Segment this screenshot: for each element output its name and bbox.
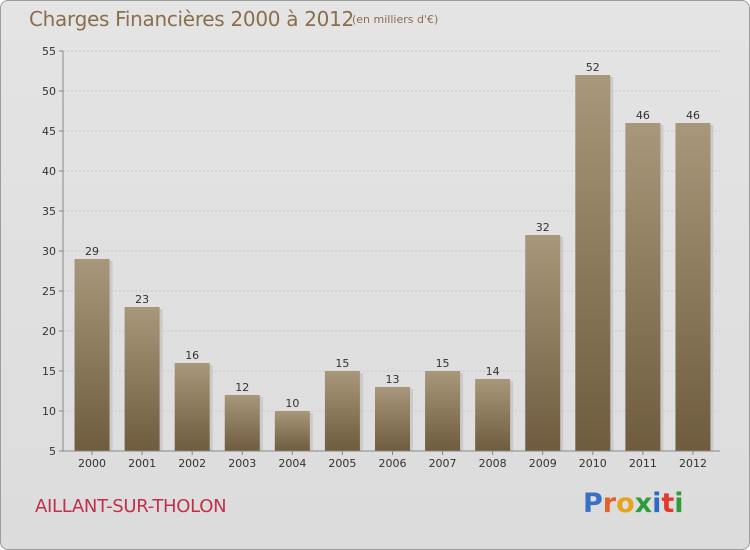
x-tick-label: 2007 [429, 457, 457, 470]
x-tick-label: 2004 [278, 457, 306, 470]
y-tick-label: 55 [42, 45, 56, 58]
bar [174, 363, 210, 451]
data-label: 52 [586, 61, 600, 74]
bar [224, 395, 260, 451]
bar [375, 387, 410, 451]
x-tick-label: 2012 [679, 457, 707, 470]
y-tick-label: 40 [42, 165, 56, 178]
x-tick-label: 2000 [78, 457, 106, 470]
axes: 5 10 15 20 25 30 35 40 45 50 55 2000 2001 2002 2003 200… [42, 45, 720, 470]
x-tick-label: 2002 [178, 457, 206, 470]
logo-letter: r [602, 488, 617, 519]
x-tick-label: 2010 [579, 457, 607, 470]
data-label: 15 [436, 357, 450, 370]
data-label: 46 [686, 109, 700, 122]
logo-letter: x [634, 488, 653, 519]
x-tick-label: 2008 [479, 457, 507, 470]
bar [675, 123, 711, 451]
data-label: 10 [285, 397, 299, 410]
bar [324, 371, 360, 451]
data-label: 12 [235, 381, 249, 394]
place-name: AILLANT-SUR-THOLON [35, 496, 227, 517]
data-label: 14 [486, 365, 500, 378]
bar [274, 411, 310, 451]
y-tick-label: 35 [42, 205, 56, 218]
bar [124, 307, 160, 451]
data-label: 15 [335, 357, 349, 370]
x-tick-label: 2006 [379, 457, 407, 470]
logo-letter: i [674, 488, 684, 519]
x-tick-label: 2009 [529, 457, 557, 470]
y-tick-label: 5 [49, 445, 56, 458]
bar [525, 235, 561, 451]
y-tick-label: 45 [42, 125, 56, 138]
x-tick-label: 2005 [328, 457, 356, 470]
y-tick-label: 30 [42, 245, 56, 258]
logo-letter: o [616, 488, 635, 519]
data-label: 13 [386, 373, 400, 386]
bars: 29 23 16 12 10 15 13 15 14 32 52 46 46 [74, 61, 714, 451]
chart-title: Charges Financières 2000 à 2012 [29, 7, 354, 31]
y-tick-label: 15 [42, 365, 56, 378]
logo-letter: P [583, 488, 603, 519]
proxiti-logo[interactable]: Proxiti [583, 488, 684, 519]
y-tick-label: 50 [42, 85, 56, 98]
logo-letter: i [652, 488, 662, 519]
data-label: 16 [185, 349, 199, 362]
y-tick-label: 25 [42, 285, 56, 298]
bar [425, 371, 461, 451]
y-tick-label: 20 [42, 325, 56, 338]
bar [74, 259, 110, 451]
bar [575, 75, 611, 451]
y-tick-label: 10 [42, 405, 56, 418]
x-tick-label: 2003 [228, 457, 256, 470]
logo-letter: t [661, 488, 675, 519]
x-tick-label: 2001 [128, 457, 156, 470]
data-label: 32 [536, 221, 550, 234]
data-label: 46 [636, 109, 650, 122]
bar [625, 123, 661, 451]
data-label: 23 [135, 293, 149, 306]
data-label: 29 [85, 245, 99, 258]
x-tick-label: 2011 [629, 457, 657, 470]
chart-subtitle: (en milliers d'€) [352, 13, 439, 26]
bar [475, 379, 511, 451]
